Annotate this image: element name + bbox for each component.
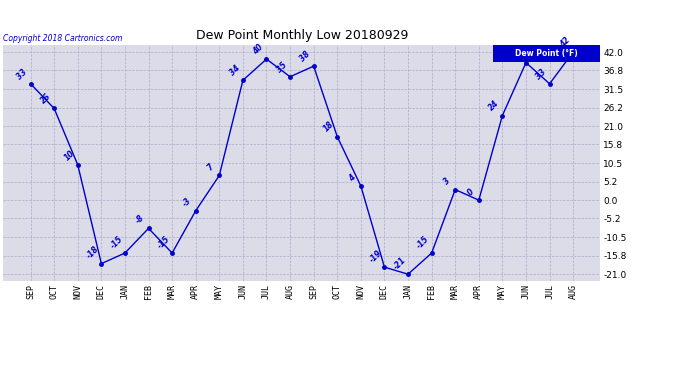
Text: 7: 7 (206, 163, 216, 173)
Text: 0: 0 (466, 187, 475, 197)
Text: 18: 18 (322, 120, 336, 134)
Text: 26: 26 (39, 92, 52, 106)
Text: -8: -8 (134, 213, 146, 226)
Text: 3: 3 (442, 177, 452, 187)
Text: -15: -15 (156, 234, 172, 250)
Text: 4: 4 (348, 173, 357, 183)
Text: 42: 42 (558, 36, 572, 49)
Text: -3: -3 (181, 196, 193, 208)
Text: 24: 24 (487, 99, 501, 113)
Text: -15: -15 (108, 234, 125, 250)
Text: -21: -21 (392, 255, 408, 272)
Text: 33: 33 (15, 67, 29, 81)
Text: -18: -18 (85, 245, 101, 261)
Text: Copyright 2018 Cartronics.com: Copyright 2018 Cartronics.com (3, 34, 123, 43)
Text: 34: 34 (228, 64, 242, 78)
Text: 38: 38 (299, 50, 313, 63)
Text: -15: -15 (415, 234, 431, 250)
Text: 39: 39 (511, 46, 524, 60)
Text: 10: 10 (63, 148, 77, 162)
Title: Dew Point Monthly Low 20180929: Dew Point Monthly Low 20180929 (196, 30, 408, 42)
Text: 40: 40 (251, 42, 265, 56)
Text: 35: 35 (275, 60, 288, 74)
Text: 33: 33 (534, 67, 548, 81)
Text: -19: -19 (368, 248, 384, 264)
